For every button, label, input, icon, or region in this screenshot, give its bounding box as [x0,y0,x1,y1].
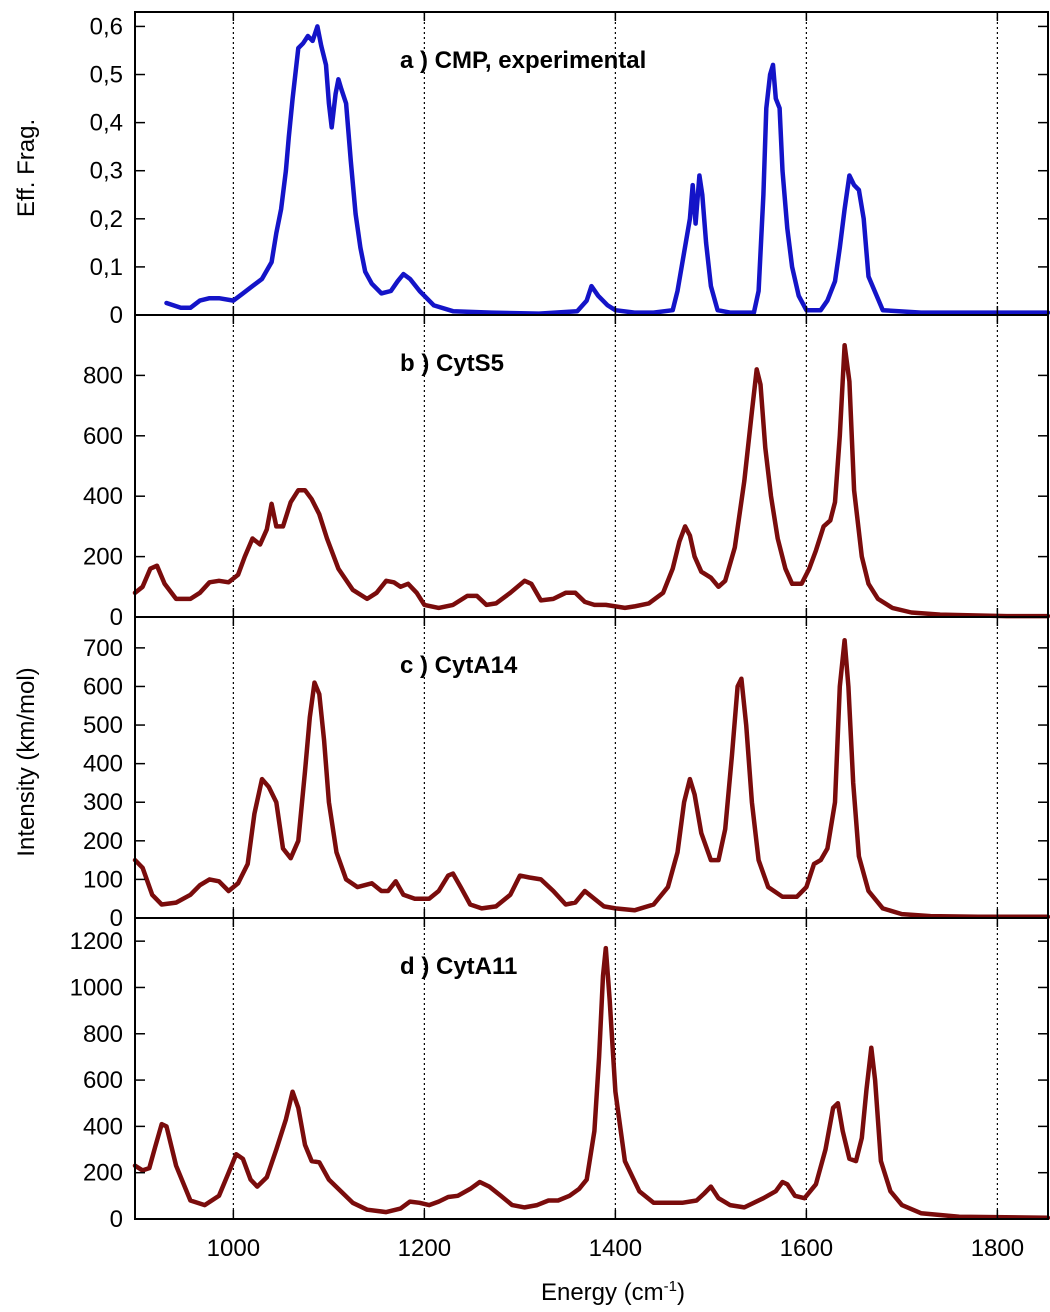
x-tick-label-1000: 1000 [207,1235,260,1262]
panel-title-b: b ) CytS5 [400,350,504,377]
y-tick-label-b-0: 0 [110,604,123,631]
series-line-c [132,637,1050,920]
y-tick-label-c-3: 300 [83,789,123,816]
panel-a: 0 0,1 0,2 0,3 0,4 0,5 0,6 a ) CMP, experimental [90,11,1050,329]
y-tick-label-a-3: 0,3 [90,158,123,185]
x-axis-title-end: ) [677,1279,685,1306]
y-tick-label-c-5: 500 [83,712,123,739]
x-tick-label-1800: 1800 [971,1235,1024,1262]
series-line-d [132,945,1050,1221]
x-tick-label-1200: 1200 [398,1235,451,1262]
panels: 0 0,1 0,2 0,3 0,4 0,5 0,6 a ) CMP, experimental… [70,11,1050,1262]
x-axis-title-sup: -1 [664,1278,677,1295]
y-tick-label-a-1: 0,1 [90,254,123,281]
panel-frame-d [134,917,1049,1220]
y-tick-label-a-0: 0 [110,302,123,329]
y-tick-label-b-2: 400 [83,483,123,510]
y-tick-label-c-1: 100 [83,866,123,893]
y-tick-label-d-0: 0 [110,1206,123,1233]
panel-title-a: a ) CMP, experimental [400,47,646,74]
y-tick-label-c-2: 200 [83,828,123,855]
y-tick-label-d-4: 800 [83,1021,123,1048]
y-tick-label-a-6: 0,6 [90,13,123,40]
y-axis-title-panel-a: Eff. Frag. [13,119,40,217]
y-tick-label-a-4: 0,4 [90,110,123,137]
panel-b: 0 200 400 600 800 b ) CytS5 [83,314,1050,631]
y-tick-label-a-5: 0,5 [90,62,123,89]
y-tick-label-a-2: 0,2 [90,206,123,233]
y-tick-label-b-1: 200 [83,544,123,571]
y-tick-label-d-6: 1200 [70,928,123,955]
panel-d: 0 200 400 600 800 1000 1200 d ) CytA11 [70,917,1050,1233]
y-tick-label-c-6: 600 [83,673,123,700]
x-tick-label-1600: 1600 [780,1235,833,1262]
y-tick-label-b-3: 600 [83,423,123,450]
series-line-a [164,24,1050,316]
y-tick-label-d-5: 1000 [70,974,123,1001]
panel-c: 0 100 200 300 400 500 600 700 c ) CytA14 [83,616,1050,932]
y-tick-label-c-0: 0 [110,905,123,932]
panel-title-c: c ) CytA14 [400,652,518,679]
panel-frame-b [134,314,1049,618]
y-tick-label-d-3: 600 [83,1067,123,1094]
panel-frame-c [134,616,1049,919]
series-line-b [132,342,1050,619]
y-tick-label-c-7: 700 [83,635,123,662]
y-tick-label-d-1: 200 [83,1160,123,1187]
y-axis-title-intensity: Intensity (km/mol) [13,667,40,856]
x-tick-label-1400: 1400 [589,1235,642,1262]
x-axis-title-main: Energy (cm [541,1279,664,1306]
y-tick-label-c-4: 400 [83,751,123,778]
x-axis-title: Energy (cm-1) [541,1278,685,1306]
y-tick-label-d-2: 400 [83,1113,123,1140]
panel-title-d: d ) CytA11 [400,953,517,980]
x-tick-labels: 1000 1200 1400 1600 1800 [207,1235,1024,1262]
y-tick-label-b-4: 800 [83,362,123,389]
